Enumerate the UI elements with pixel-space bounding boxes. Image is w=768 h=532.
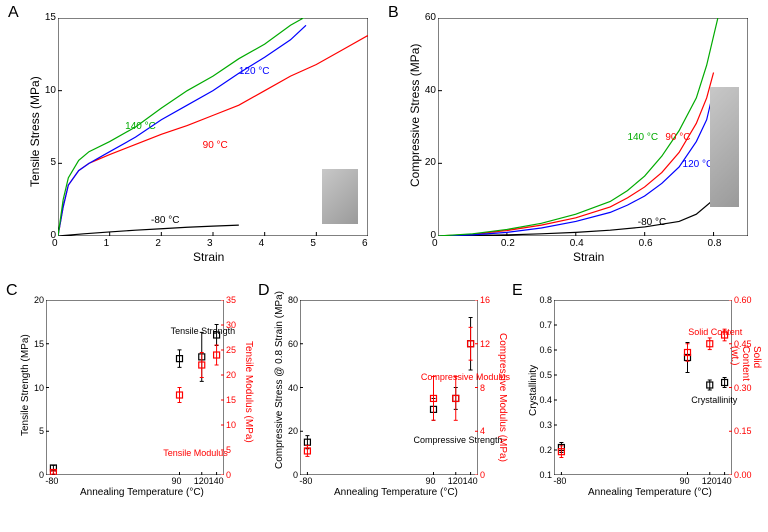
xtick: 1 — [104, 238, 110, 249]
panel-C-letter: C — [6, 282, 18, 300]
panel-D-letter: D — [258, 282, 270, 300]
ylabel2: Tensile Modulus (MPa) — [243, 341, 254, 443]
panel-A-letter: A — [8, 4, 19, 22]
series-label: -80 °C — [151, 215, 179, 226]
xlabel: Annealing Temperature (°C) — [80, 487, 204, 498]
ytick2: 15 — [226, 395, 236, 405]
ytick2: 12 — [480, 339, 490, 349]
xtick: 140 — [463, 476, 478, 486]
ytick2: 25 — [226, 345, 236, 355]
ylabel: Compressive Stress (MPa) — [408, 44, 422, 187]
xtick: -80 — [45, 476, 58, 486]
ytick2: 8 — [480, 383, 485, 393]
ytick2: 16 — [480, 295, 490, 305]
series-label: -80 °C — [638, 217, 666, 228]
ytick: 0.3 — [532, 420, 552, 430]
ytick2: 0 — [480, 470, 485, 480]
series-label: Compressive Strength — [414, 435, 503, 445]
ytick: 0 — [36, 230, 56, 241]
ytick2: 35 — [226, 295, 236, 305]
ytick: 60 — [416, 12, 436, 23]
ytick: 0.1 — [532, 470, 552, 480]
ylabel: Compressive Stress @ 0.8 Strain (MPa) — [274, 291, 285, 469]
xlabel: Annealing Temperature (°C) — [588, 487, 712, 498]
xtick: -80 — [299, 476, 312, 486]
xtick: 120 — [448, 476, 463, 486]
ytick: 0.6 — [532, 345, 552, 355]
ylabel: Tensile Stress (MPa) — [28, 76, 42, 187]
ytick2: 0 — [226, 470, 231, 480]
series-label: 120 °C — [239, 66, 270, 77]
xtick: 6 — [362, 238, 368, 249]
ytick: 0.8 — [532, 295, 552, 305]
xtick: 0.8 — [708, 238, 722, 249]
ylabel: Tensile Strength (MPa) — [20, 334, 31, 436]
xtick: 140 — [209, 476, 224, 486]
series-label: Tensile Strength — [171, 326, 236, 336]
ytick: 0.2 — [532, 445, 552, 455]
xtick: 2 — [155, 238, 161, 249]
xlabel: Strain — [193, 250, 224, 264]
ytick2: 20 — [226, 370, 236, 380]
xtick: 90 — [426, 476, 436, 486]
inset-photo — [710, 87, 739, 207]
ytick: 0 — [278, 470, 298, 480]
ytick2: 0.15 — [734, 426, 752, 436]
ytick: 0 — [24, 470, 44, 480]
ylabel2: Solid Content (wt.) — [729, 346, 762, 381]
ytick2: 0.60 — [734, 295, 752, 305]
series-label: 90 °C — [203, 140, 228, 151]
series-label: 140 °C — [125, 121, 156, 132]
series-label: Crystallinity — [691, 395, 737, 405]
ytick2: 10 — [226, 420, 236, 430]
xtick: 90 — [680, 476, 690, 486]
ytick2: 0.00 — [734, 470, 752, 480]
ylabel: Crystallinity — [528, 365, 539, 416]
xtick: 0.6 — [639, 238, 653, 249]
ytick: 20 — [24, 295, 44, 305]
series-label: 120 °C — [683, 159, 714, 170]
panel-E-letter: E — [512, 282, 523, 300]
xtick: 120 — [194, 476, 209, 486]
inset-photo — [322, 169, 358, 224]
series-label: 140 °C — [627, 132, 658, 143]
xtick: 0.4 — [570, 238, 584, 249]
ytick: 0.7 — [532, 320, 552, 330]
ytick2: 0.30 — [734, 383, 752, 393]
xtick: 90 — [172, 476, 182, 486]
panel-D — [300, 300, 478, 475]
xtick: 3 — [207, 238, 213, 249]
xtick: -80 — [553, 476, 566, 486]
panel-B-letter: B — [388, 4, 399, 22]
series-label: 90 °C — [665, 132, 690, 143]
series-label: Solid Content — [688, 327, 742, 337]
panel-B — [438, 18, 748, 236]
xlabel: Annealing Temperature (°C) — [334, 487, 458, 498]
ylabel2: Compressive Modulus (MPa) — [497, 333, 508, 462]
xtick: 140 — [717, 476, 732, 486]
xtick: 0.2 — [501, 238, 515, 249]
ytick: 15 — [36, 12, 56, 23]
xtick: 120 — [702, 476, 717, 486]
xtick: 5 — [310, 238, 316, 249]
xtick: 4 — [259, 238, 265, 249]
xlabel: Strain — [573, 250, 604, 264]
series-label: Tensile Modulus — [163, 448, 228, 458]
ytick: 0 — [416, 230, 436, 241]
